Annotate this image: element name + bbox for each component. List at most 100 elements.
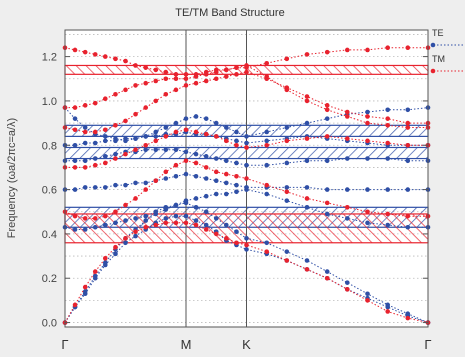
data-point (153, 98, 159, 104)
data-point (123, 138, 128, 144)
data-point (183, 158, 189, 164)
data-point (82, 129, 88, 135)
data-point (143, 147, 149, 152)
legend-label-tm: TM (432, 54, 445, 64)
data-point (153, 78, 159, 84)
plot-frame (64, 29, 429, 328)
legend-marker-te (430, 42, 436, 48)
data-point (173, 76, 179, 82)
data-point (365, 109, 370, 115)
data-point (213, 231, 219, 237)
data-point (244, 185, 249, 190)
data-point (193, 160, 199, 166)
data-point (244, 176, 249, 181)
data-point (213, 134, 219, 139)
data-point (72, 187, 78, 192)
data-point (244, 236, 249, 241)
data-point (213, 156, 219, 161)
data-point (365, 291, 370, 297)
data-point (213, 169, 219, 175)
data-point (72, 158, 78, 164)
chart-title: TE/TM Band Structure (175, 7, 284, 19)
data-point (365, 209, 370, 215)
data-point (405, 213, 411, 219)
data-point (123, 236, 128, 241)
data-point (173, 162, 179, 168)
data-point (213, 191, 219, 197)
data-point (82, 140, 88, 146)
data-point (264, 138, 270, 144)
data-point (123, 202, 128, 208)
data-point (143, 105, 149, 110)
data-point (102, 138, 108, 144)
data-point (203, 193, 209, 199)
band-line (64, 189, 428, 230)
data-point (102, 255, 108, 261)
data-point (234, 129, 239, 135)
data-point (344, 287, 350, 292)
series-tm (62, 45, 431, 325)
data-point (244, 140, 249, 146)
data-point (113, 151, 118, 157)
data-point (385, 107, 391, 113)
data-point (163, 216, 169, 221)
data-point (264, 191, 270, 197)
data-point (203, 222, 209, 228)
data-point (344, 205, 350, 210)
data-point (113, 156, 118, 161)
data-point (284, 198, 290, 203)
data-point (304, 120, 310, 126)
data-point (143, 213, 149, 219)
data-point (234, 142, 239, 148)
data-point (82, 158, 88, 164)
data-point (113, 209, 118, 215)
data-point (183, 149, 189, 155)
data-point (324, 275, 330, 281)
data-point (223, 74, 229, 79)
data-point (193, 129, 199, 135)
data-point (183, 127, 189, 133)
data-point (183, 116, 189, 121)
data-point (264, 60, 270, 66)
data-point (92, 162, 98, 168)
data-point (304, 185, 310, 190)
y-tick-label: 0.6 (42, 185, 57, 197)
data-point (113, 91, 118, 97)
data-point (143, 218, 149, 223)
data-point (244, 134, 249, 139)
data-point (72, 165, 78, 170)
band-line (65, 129, 428, 168)
data-point (385, 45, 391, 51)
data-point (234, 229, 239, 234)
data-point (153, 129, 159, 135)
data-point (102, 154, 108, 159)
data-point (153, 138, 159, 144)
band-line (65, 131, 428, 146)
data-point (324, 134, 330, 139)
data-point (324, 211, 330, 217)
data-point (244, 242, 249, 248)
data-point (264, 249, 270, 254)
data-point (324, 200, 330, 206)
x-tick-label: K (242, 337, 251, 352)
data-point (72, 47, 78, 53)
data-point (405, 45, 411, 51)
band-line (64, 202, 429, 324)
data-point (213, 67, 219, 73)
data-point (113, 182, 118, 188)
data-point (92, 129, 98, 135)
data-point (324, 269, 330, 274)
data-point (193, 222, 199, 228)
data-point (365, 156, 370, 161)
data-point (72, 105, 78, 110)
data-point (113, 123, 118, 128)
data-point (102, 96, 108, 102)
data-point (82, 185, 88, 190)
data-point (365, 298, 370, 303)
data-point (72, 302, 78, 308)
data-point (102, 260, 108, 266)
data-point (102, 222, 108, 228)
data-point (163, 205, 169, 210)
band-line (65, 64, 428, 128)
